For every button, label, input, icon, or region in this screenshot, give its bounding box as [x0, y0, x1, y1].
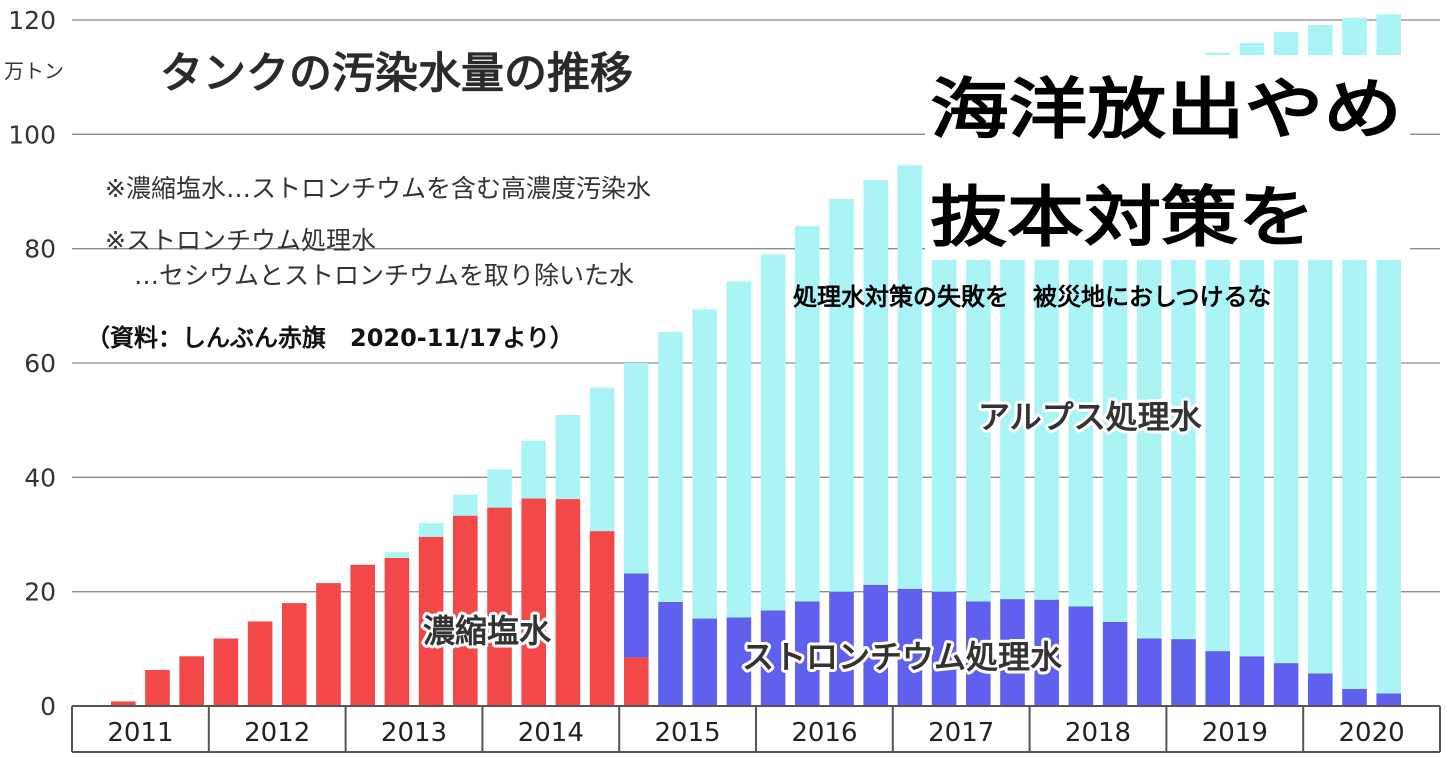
headline-line2: 抜本対策を: [930, 179, 1315, 256]
bar-alps-treated: [521, 440, 546, 499]
y-tick-label: 80: [24, 235, 56, 264]
bar-concentrated-brine: [247, 621, 273, 706]
x-tick-label: 2018: [1065, 718, 1131, 748]
bar-strontium-treated: [1068, 606, 1094, 706]
bar-concentrated-brine: [555, 499, 581, 706]
x-tick-label: 2012: [244, 718, 310, 748]
x-tick-label: 2011: [107, 718, 173, 748]
bar-concentrated-brine: [350, 564, 375, 706]
bar-strontium-treated: [1342, 688, 1367, 706]
bar-strontium-treated: [1239, 656, 1265, 706]
y-tick-label: 20: [24, 578, 56, 607]
bar-concentrated-brine: [213, 638, 239, 706]
series-label-concentrated-brine: 濃縮塩水: [423, 612, 552, 650]
x-tick-label: 2017: [928, 718, 994, 748]
x-axis: 2011 2012 2013 2014 2015 2016 2017 2018 2019 2020: [71, 705, 1441, 753]
bar-concentrated-brine: [145, 670, 170, 706]
bar-strontium-treated: [829, 591, 854, 706]
bar-alps-treated: [555, 415, 581, 499]
x-tick-label: 2020: [1339, 718, 1405, 748]
bar-concentrated-brine: [111, 701, 136, 706]
bar-alps-treated: [795, 225, 820, 602]
bar-strontium-treated: [1308, 673, 1333, 706]
bars: [111, 14, 1401, 706]
bar-strontium-treated: [966, 601, 991, 706]
subheadline: 処理水対策の失敗を 被災地におしつけるな: [793, 283, 1272, 311]
note-strontium-treated: ※ストロンチウム処理水: [105, 226, 376, 255]
headline-backdrop: [925, 55, 1410, 260]
y-axis-ticks: 0 20 40 60 80 100 120: [8, 6, 56, 721]
x-tick-label: 2015: [655, 718, 721, 748]
bar-concentrated-brine: [282, 603, 307, 706]
bar-strontium-treated: [1102, 622, 1128, 706]
bar-alps-treated: [453, 494, 478, 516]
bar-strontium-treated: [658, 602, 683, 706]
bar-alps-treated: [829, 198, 854, 592]
bar-strontium-treated: [1171, 639, 1196, 706]
bar-alps-treated: [658, 332, 683, 602]
bar-strontium-treated: [931, 591, 957, 706]
bar-concentrated-brine: [624, 657, 649, 706]
bar-alps-treated: [726, 281, 752, 618]
bar-strontium-treated: [1137, 638, 1162, 706]
note-strontium-treated-detail: …セシウムとストロンチウムを取り除いた水: [134, 261, 634, 290]
bar-strontium-treated: [1000, 599, 1025, 706]
bar-strontium-treated: [760, 610, 786, 706]
y-tick-label: 60: [24, 349, 56, 378]
bar-alps-treated: [418, 523, 444, 537]
bar-concentrated-brine: [418, 536, 444, 706]
y-axis-unit: 万トン: [4, 59, 64, 83]
bar-alps-treated: [863, 180, 888, 585]
bar-strontium-treated: [795, 601, 820, 706]
bar-concentrated-brine: [487, 507, 512, 706]
bar-strontium-treated: [1034, 599, 1059, 706]
y-tick-label: 100: [8, 120, 56, 149]
bar-concentrated-brine: [384, 557, 410, 706]
bar-alps-treated: [760, 254, 786, 611]
bar-strontium-treated: [863, 584, 888, 706]
bar-strontium-treated: [692, 618, 717, 706]
bar-strontium-treated: [1205, 651, 1230, 706]
bar-alps-treated: [897, 165, 923, 589]
bar-strontium-treated: [897, 588, 923, 706]
bar-alps-treated: [384, 552, 410, 558]
headline-line1: 海洋放出やめ: [930, 71, 1402, 148]
bar-alps-treated: [487, 469, 512, 508]
x-tick-label: 2016: [791, 718, 857, 748]
title-backdrop: [150, 34, 740, 104]
series-label-strontium-treated: ストロンチウム処理水: [742, 638, 1063, 676]
bar-alps-treated: [692, 309, 717, 619]
x-tick-label: 2013: [381, 718, 447, 748]
bar-concentrated-brine: [521, 498, 546, 706]
bar-concentrated-brine: [453, 515, 478, 706]
y-tick-label: 40: [24, 463, 56, 492]
bar-alps-treated: [624, 363, 649, 574]
bar-strontium-treated: [1273, 663, 1299, 706]
source-note: （資料：しんぶん赤旗 2020-11/17より）: [86, 324, 574, 352]
x-tick-label: 2014: [518, 718, 584, 748]
bar-alps-treated: [589, 387, 615, 532]
bar-concentrated-brine: [316, 583, 341, 706]
y-tick-label: 120: [8, 6, 56, 35]
chart-title: タンクの汚染水量の推移: [160, 49, 633, 99]
bar-concentrated-brine: [589, 531, 615, 706]
series-label-alps-treated: アルプス処理水: [978, 398, 1203, 436]
bar-strontium-treated: [624, 573, 649, 658]
bar-concentrated-brine: [179, 656, 204, 706]
bar-strontium-treated: [726, 617, 752, 706]
y-tick-label: 0: [40, 692, 56, 721]
bar-strontium-treated: [1376, 693, 1401, 706]
x-tick-label: 2019: [1202, 718, 1268, 748]
note-concentrated-brine: ※濃縮塩水…ストロンチウムを含む高濃度汚染水: [105, 174, 651, 203]
